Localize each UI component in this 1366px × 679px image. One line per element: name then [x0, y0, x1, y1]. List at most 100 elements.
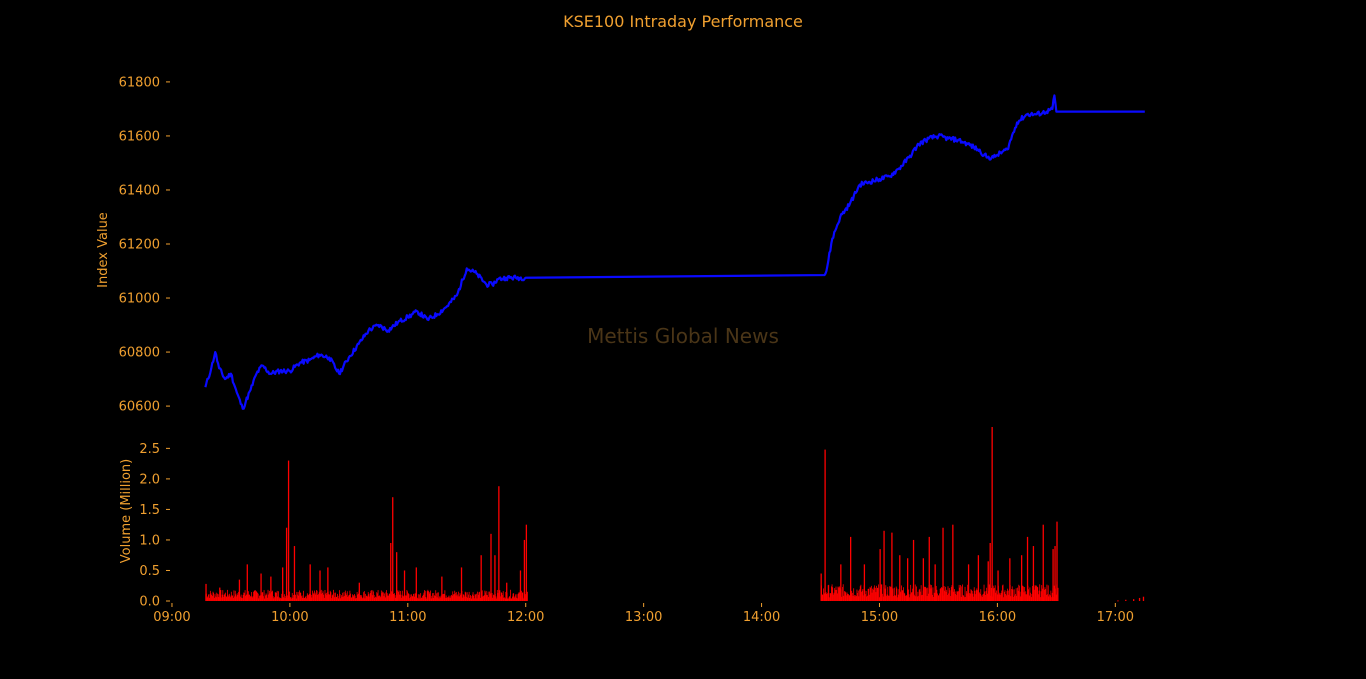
volume-bar — [403, 596, 405, 601]
volume-bar — [983, 584, 985, 601]
volume-bar — [992, 585, 994, 601]
volume-bar — [369, 593, 371, 601]
volume-bar — [264, 598, 266, 601]
price-y-tick-label: 61800 — [119, 75, 160, 90]
volume-bar — [961, 586, 963, 601]
volume-bar — [840, 564, 842, 601]
volume-bar — [516, 594, 518, 601]
volume-bar — [494, 555, 496, 601]
volume-bar — [503, 597, 505, 601]
volume-bar — [212, 591, 214, 601]
volume-bar — [351, 597, 353, 601]
volume-bar — [927, 593, 929, 601]
volume-bar — [882, 593, 883, 601]
volume-bar — [314, 590, 315, 601]
volume-y-axis-label: Volume (Million) — [119, 459, 134, 563]
volume-bar — [500, 596, 501, 601]
volume-bar — [1032, 546, 1035, 601]
volume-bar — [250, 596, 252, 601]
volume-bar — [462, 597, 463, 601]
volume-bar — [1023, 592, 1025, 601]
volume-bar — [1035, 586, 1037, 601]
volume-bar — [1006, 591, 1008, 601]
volume-bar — [931, 585, 933, 601]
volume-bar — [301, 596, 302, 601]
volume-bar — [1013, 589, 1015, 601]
volume-bar — [947, 586, 949, 601]
volume-bar — [266, 594, 268, 601]
volume-bar — [293, 595, 294, 601]
volume-bar — [226, 589, 228, 601]
volume-bar — [492, 594, 494, 601]
volume-bar — [252, 596, 254, 601]
volume-bar — [429, 593, 431, 601]
volume-bar — [981, 595, 982, 601]
volume-bar — [422, 595, 424, 601]
volume-bar — [259, 595, 260, 601]
volume-bar — [323, 594, 325, 601]
x-tick-label: 12:00 — [507, 610, 544, 625]
volume-bar — [851, 590, 853, 601]
volume-bar — [439, 597, 441, 601]
volume-bar — [468, 594, 469, 601]
volume-bar — [265, 593, 267, 601]
volume-bar — [1038, 590, 1040, 601]
volume-bar — [273, 598, 275, 601]
volume-bar — [977, 555, 980, 601]
volume-bar — [918, 589, 920, 601]
volume-bar — [222, 590, 224, 601]
volume-bar — [828, 584, 830, 601]
volume-bar — [997, 570, 999, 601]
volume-bar — [834, 588, 836, 601]
x-tick-label: 13:00 — [625, 610, 662, 625]
volume-bar — [996, 590, 997, 601]
volume-bar — [967, 564, 970, 601]
volume-bar — [481, 590, 483, 601]
volume-bar — [841, 596, 843, 601]
volume-bar — [370, 590, 372, 601]
volume-bar — [859, 589, 860, 601]
volume-bar — [218, 597, 220, 601]
volume-bar — [969, 593, 971, 601]
volume-bar — [363, 591, 365, 601]
volume-bar — [847, 594, 849, 601]
volume-bar — [399, 590, 401, 601]
x-tick-label: 10:00 — [271, 610, 308, 625]
volume-bar — [355, 598, 357, 601]
volume-bar — [352, 594, 353, 601]
volume-bar — [383, 596, 385, 601]
volume-bar — [443, 593, 444, 601]
volume-bar — [1041, 585, 1043, 601]
volume-bar — [405, 595, 407, 601]
volume-bar — [940, 587, 942, 601]
volume-bar — [431, 595, 433, 601]
volume-bar — [423, 592, 425, 601]
volume-bar — [293, 546, 296, 601]
volume-bar — [848, 594, 849, 601]
volume-bar — [426, 591, 428, 601]
volume-y-tick-label: 1.0 — [139, 533, 160, 548]
volume-bar — [333, 589, 334, 601]
volume-bar — [329, 594, 330, 601]
volume-bar — [834, 589, 836, 601]
volume-bar — [966, 593, 968, 601]
volume-bar — [930, 588, 932, 601]
volume-bar — [225, 592, 226, 601]
volume-bar — [418, 594, 420, 601]
volume-bar — [490, 533, 492, 601]
volume-bar — [422, 594, 424, 601]
volume-bar — [430, 598, 432, 601]
volume-bar — [1009, 558, 1011, 601]
volume-bar — [935, 585, 937, 601]
volume-bar — [1008, 594, 1010, 601]
price-series-line — [204, 94, 1145, 410]
volume-bar — [244, 590, 246, 601]
volume-bar — [1045, 588, 1047, 601]
volume-bar — [278, 591, 279, 601]
volume-bar — [230, 597, 232, 601]
price-y-ticks: 60600 60800 61000 61200 61400 61600 61800 — [119, 75, 170, 415]
volume-bar — [456, 592, 458, 601]
volume-bar — [982, 594, 984, 601]
volume-bar — [853, 588, 855, 601]
volume-bar — [214, 594, 216, 601]
